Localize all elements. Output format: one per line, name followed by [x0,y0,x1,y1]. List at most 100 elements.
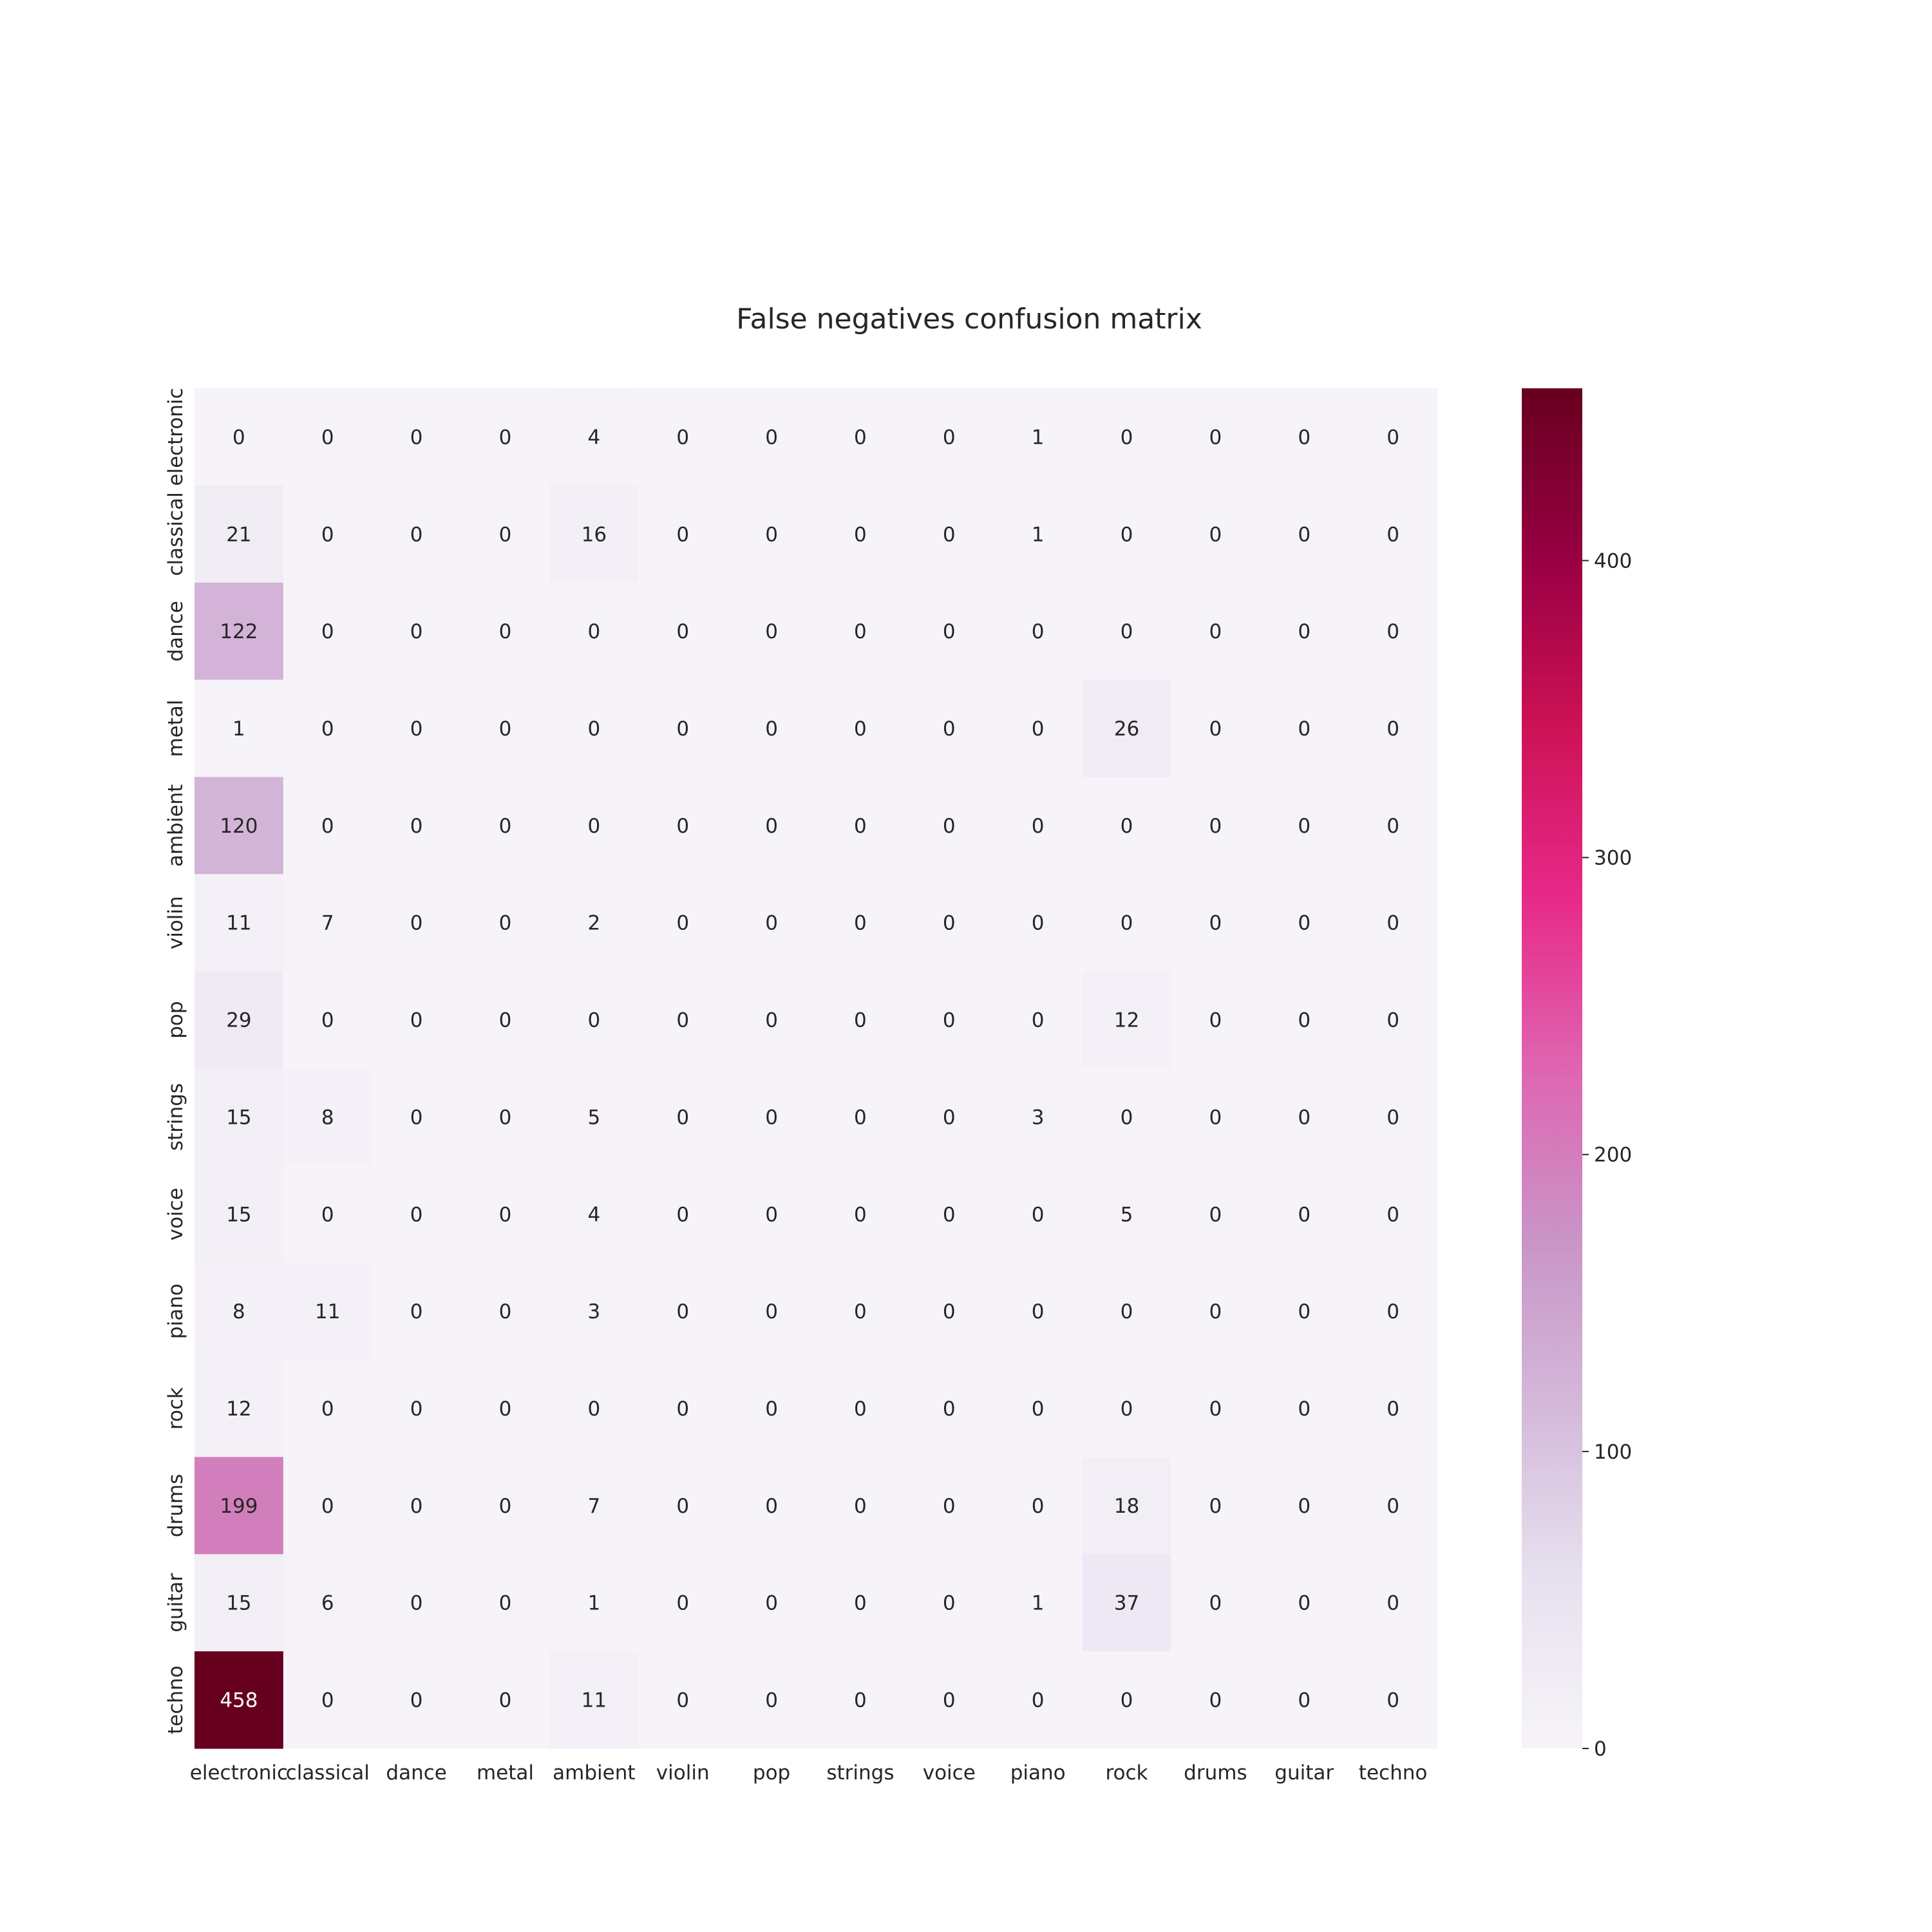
heatmap-cell [904,1651,994,1749]
heatmap-cell [638,1554,728,1652]
cell-value-label: 0 [765,523,778,546]
heatmap-cell [904,388,994,486]
heatmap-cell [727,1068,817,1166]
heatmap-cell [904,679,994,777]
heatmap-cell [1260,777,1349,875]
cell-value-label: 0 [1209,815,1222,838]
heatmap-cell [283,485,373,583]
heatmap-cell [1349,679,1438,777]
heatmap-cell [638,388,728,486]
cell-value-label: 0 [1298,1592,1311,1615]
heatmap-cell [460,1651,550,1749]
heatmap-cell [283,1651,373,1749]
cell-value-label: 0 [1121,523,1133,546]
cell-value-label: 11 [226,912,251,935]
cell-value-label: 0 [1032,1203,1045,1226]
cell-value-label: 0 [1387,815,1399,838]
cell-value-label: 0 [943,912,956,935]
heatmap-cell [194,1165,284,1264]
heatmap-cell [372,679,462,777]
cell-value-label: 0 [321,1009,334,1032]
heatmap-cell [1349,1457,1438,1555]
heatmap-cell [1260,1359,1349,1457]
heatmap-cell [1349,1651,1438,1749]
heatmap-cell [549,971,639,1069]
cell-value-label: 0 [676,1300,689,1323]
heatmap-cell [1349,582,1438,681]
heatmap-cell [194,1262,284,1361]
heatmap-cell [194,971,284,1069]
cell-value-label: 0 [321,717,334,741]
cell-value-label: 0 [1387,1689,1399,1712]
heatmap-cell [816,777,905,875]
y-tick-label: voice [164,1188,187,1240]
heatmap-cell [993,1068,1083,1166]
colorbar-tick-label: 0 [1594,1738,1607,1761]
heatmap-cell [904,1457,994,1555]
cell-value-label: 0 [943,1203,956,1226]
x-tick-label: pop [753,1761,790,1785]
cell-value-label: 0 [854,1495,867,1518]
heatmap-cell [727,1554,817,1652]
heatmap-cell [638,1165,728,1264]
cell-value-label: 0 [943,426,956,449]
heatmap-cell [372,1554,462,1652]
heatmap-cell [283,582,373,681]
cell-value-label: 0 [943,620,956,643]
cell-value-label: 0 [321,815,334,838]
x-tick-label: electronic [190,1761,288,1785]
heatmap-cell [1171,971,1260,1069]
cell-value-label: 0 [1298,1495,1311,1518]
cell-value-label: 0 [499,1106,512,1129]
cell-value-label: 4 [587,1203,600,1226]
heatmap-cell [904,1165,994,1264]
heatmap-cell [727,582,817,681]
cell-value-label: 0 [943,1397,956,1421]
cell-value-label: 0 [1387,912,1399,935]
cell-value-label: 0 [676,426,689,449]
cell-value-label: 0 [587,815,600,838]
cell-value-label: 1 [1032,426,1045,449]
cell-value-label: 0 [676,620,689,643]
heatmap-cell [1082,1165,1171,1264]
cell-value-label: 0 [1387,523,1399,546]
x-tick-label: voice [923,1761,976,1785]
cell-value-label: 0 [499,1592,512,1615]
y-tick-label: pop [164,1001,187,1038]
heatmap-cell [549,874,639,972]
cell-value-label: 0 [676,1592,689,1615]
cell-value-label: 0 [410,1689,423,1712]
cell-value-label: 0 [1387,1009,1399,1032]
heatmap-cell [993,1165,1083,1264]
heatmap-cell [194,388,284,486]
cell-value-label: 0 [1032,1495,1045,1518]
heatmap-cell [194,1651,284,1749]
cell-value-label: 0 [765,1106,778,1129]
heatmap-cell [283,1165,373,1264]
heatmap-cell [638,1068,728,1166]
cell-value-label: 0 [1209,1689,1222,1712]
heatmap-cell [283,1554,373,1652]
cell-value-label: 0 [854,1203,867,1226]
cell-value-label: 0 [676,523,689,546]
cell-value-label: 0 [676,717,689,741]
heatmap-cell [1082,1262,1171,1361]
cell-value-label: 11 [315,1300,340,1323]
cell-value-label: 0 [499,620,512,643]
cell-value-label: 0 [676,1203,689,1226]
heatmap-cell [549,1359,639,1457]
cell-value-label: 0 [410,1106,423,1129]
heatmap-cell [194,1554,284,1652]
heatmap-cell [283,1262,373,1361]
heatmap-cell [1082,971,1171,1069]
cell-value-label: 7 [321,912,334,935]
heatmap-cell [1082,874,1171,972]
heatmap-cell [727,777,817,875]
heatmap-cell [727,874,817,972]
cell-value-label: 0 [410,426,423,449]
y-tick-label: ambient [164,784,187,867]
cell-value-label: 0 [1032,620,1045,643]
heatmap-cell [727,971,817,1069]
cell-value-label: 0 [765,426,778,449]
heatmap-cell [1349,1068,1438,1166]
